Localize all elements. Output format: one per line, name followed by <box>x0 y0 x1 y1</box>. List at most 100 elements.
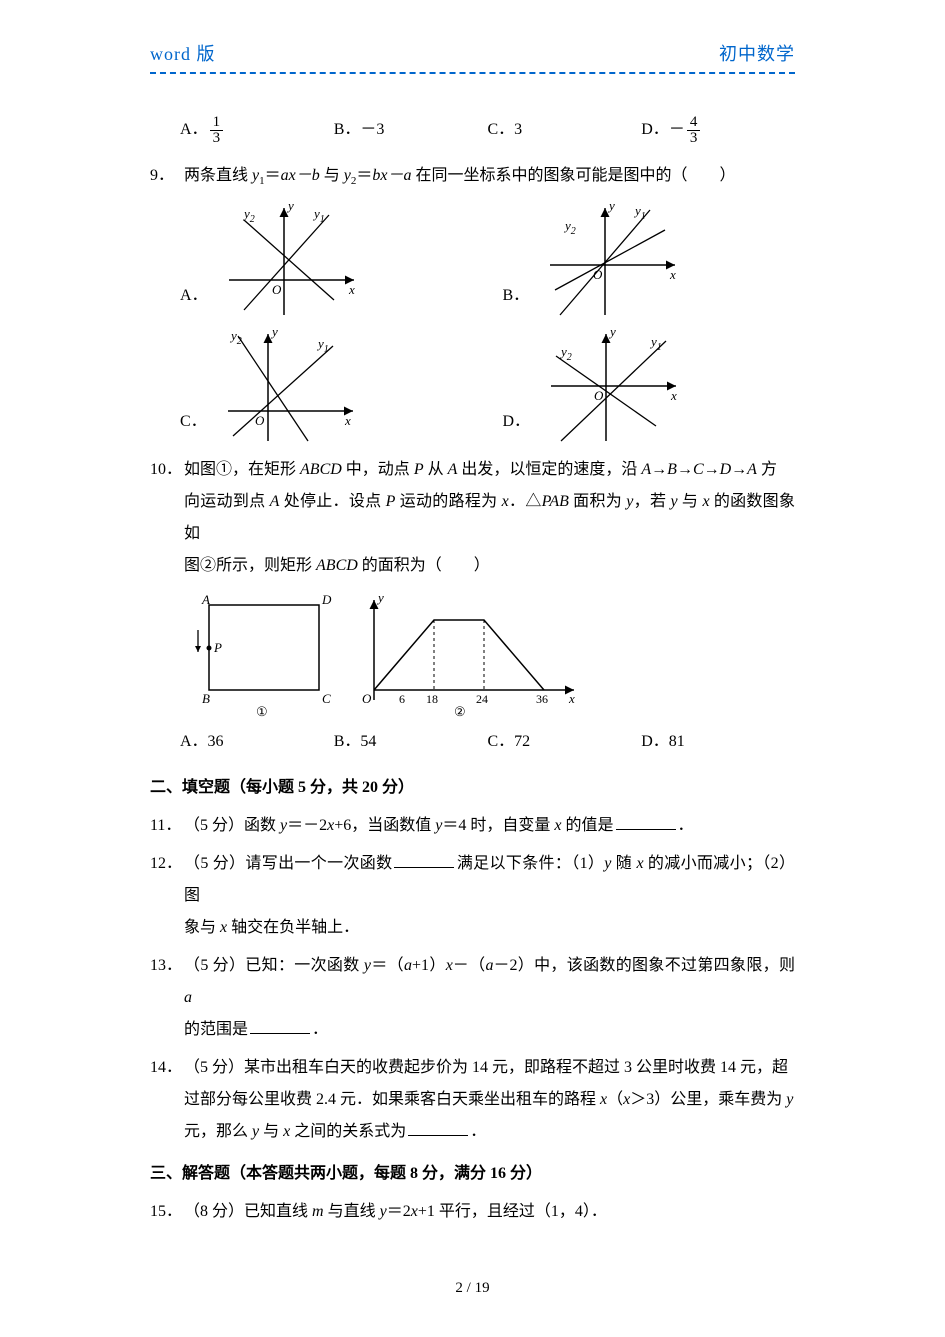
var: ABCD <box>316 557 358 574</box>
t: 的值是 <box>562 817 614 834</box>
graph-a-svg: y x O y1 y2 <box>214 200 364 320</box>
fill-blank <box>250 1019 310 1034</box>
q10-opt-c: C．72 <box>488 726 642 758</box>
t: （8 分）已知直线 <box>184 1203 312 1220</box>
t: 两条直线 <box>184 167 252 184</box>
q12-text: （5 分）请写出一个一次函数满足以下条件：（1）y 随 x 的减小而减小；（2）… <box>184 848 795 912</box>
axis-y: y <box>270 326 278 339</box>
t: 满足以下条件：（1） <box>456 855 604 872</box>
graph-c-svg: y x O y1 y2 <box>213 326 363 446</box>
t: 处停止．设点 <box>279 493 385 510</box>
var: －b <box>296 167 320 184</box>
q10-text3: 图②所示，则矩形 ABCD 的面积为（ ） <box>150 550 795 582</box>
t: ，若 <box>633 493 670 510</box>
q9-fig-b: B． y x O y1 y2 <box>503 200 796 320</box>
fig-label: A． <box>180 280 208 312</box>
var: x <box>446 957 453 974</box>
t: ．△ <box>509 493 542 510</box>
var: ABCD <box>300 461 342 478</box>
fill-blank <box>408 1121 468 1136</box>
var: x <box>636 855 643 872</box>
q10-text2: 向运动到点 A 处停止．设点 P 运动的路程为 x．△PAB 面积为 y，若 y… <box>150 486 795 550</box>
t: 从 <box>424 461 448 478</box>
var: x <box>411 1203 418 1220</box>
t: 在同一坐标系中的图象可能是图中的（ ） <box>412 167 736 184</box>
frac-den: 3 <box>687 131 701 146</box>
label-d: D <box>321 592 332 607</box>
t: （5 分）请写出一个一次函数 <box>184 855 392 872</box>
var: P <box>386 493 396 510</box>
t: 与 <box>678 493 703 510</box>
t: ＝－2 <box>287 817 327 834</box>
axis-y: y <box>607 200 615 213</box>
q8-opt-a: A． 1 3 <box>180 114 334 146</box>
q9-figures: A． y x O y1 y2 B． <box>150 200 795 446</box>
q9-fig-d: D． y x O y1 y2 <box>503 326 796 446</box>
t: ． <box>312 1021 328 1038</box>
opt-label: D．81 <box>641 726 685 758</box>
q12: 12． （5 分）请写出一个一次函数满足以下条件：（1）y 随 x 的减小而减小… <box>150 848 795 912</box>
graph-d-svg: y x O y1 y2 <box>536 326 686 446</box>
q9-fig-c: C． y x O y1 y2 <box>180 326 473 446</box>
page-footer: 2 / 19 <box>0 1280 945 1297</box>
opt-label: B．54 <box>334 726 377 758</box>
fig-label: C． <box>180 406 207 438</box>
q9-fig-a: A． y x O y1 y2 <box>180 200 473 320</box>
q10: 10． 如图①，在矩形 ABCD 中，动点 P 从 A 出发，以恒定的速度，沿 … <box>150 454 795 486</box>
q14-text: （5 分）某市出租车白天的收费起步价为 14 元，即路程不超过 3 公里时收费 … <box>184 1052 795 1084</box>
origin: O <box>272 282 282 297</box>
axis-x: x <box>669 267 676 282</box>
fill-blank <box>394 853 454 868</box>
q15-text: （8 分）已知直线 m 与直线 y＝2x+1 平行，且经过（1，4）． <box>184 1196 795 1228</box>
q10-figures: A D B C P ① y O x 6 <box>150 590 795 720</box>
tick: 36 <box>536 692 548 706</box>
tick: 6 <box>399 692 405 706</box>
t: ＝4 时，自变量 <box>442 817 554 834</box>
q13: 13． （5 分）已知：一次函数 y＝（a+1）x－（a－2）中，该函数的图象不… <box>150 950 795 1014</box>
fraction: 1 3 <box>210 115 224 146</box>
t: 的面积为（ ） <box>358 557 490 574</box>
t: 向运动到点 <box>184 493 270 510</box>
t: ＝ <box>356 167 372 184</box>
var: A <box>448 461 458 478</box>
var: y <box>786 1091 793 1108</box>
t: ． <box>470 1123 486 1140</box>
t: ，当函数值 <box>351 817 435 834</box>
origin: O <box>362 691 372 706</box>
tick: 18 <box>426 692 438 706</box>
var: m <box>312 1203 324 1220</box>
neg-sign: － <box>669 114 685 146</box>
opt-label: D． <box>641 114 669 146</box>
line-y2: y2 <box>242 206 255 225</box>
opt-label: A．36 <box>180 726 224 758</box>
graph-b-svg: y x O y1 y2 <box>535 200 685 320</box>
var: x <box>554 817 561 834</box>
opt-label: C．3 <box>488 114 523 146</box>
label-c: C <box>322 691 331 706</box>
var: a <box>184 989 192 1006</box>
axis-x: x <box>568 691 575 706</box>
q10-options: A．36 B．54 C．72 D．81 <box>150 726 795 758</box>
label-p: P <box>213 640 222 655</box>
q14-text3: 元，那么 y 与 x 之间的关系式为． <box>150 1116 795 1148</box>
line-y1: y1 <box>316 336 329 355</box>
axis-y: y <box>286 200 294 213</box>
header-left: word 版 <box>150 40 216 66</box>
line-y2: y2 <box>563 218 576 237</box>
header-right: 初中数学 <box>719 40 795 66</box>
t: （ <box>607 1091 623 1108</box>
var: a <box>404 957 412 974</box>
var: P <box>414 461 424 478</box>
t: ＝ <box>265 167 281 184</box>
frac-den: 3 <box>210 131 224 146</box>
q10-num: 10． <box>150 454 184 486</box>
frac-num: 1 <box>210 115 224 131</box>
q13-num: 13． <box>150 950 184 982</box>
t: ＝（ <box>371 957 404 974</box>
q10-rect-svg: A D B C P ① <box>184 590 334 720</box>
t: 与 <box>320 167 344 184</box>
q10-opt-a: A．36 <box>180 726 334 758</box>
fill-blank <box>616 815 676 830</box>
axis-y: y <box>376 590 384 605</box>
opt-label: B．－3 <box>334 114 385 146</box>
